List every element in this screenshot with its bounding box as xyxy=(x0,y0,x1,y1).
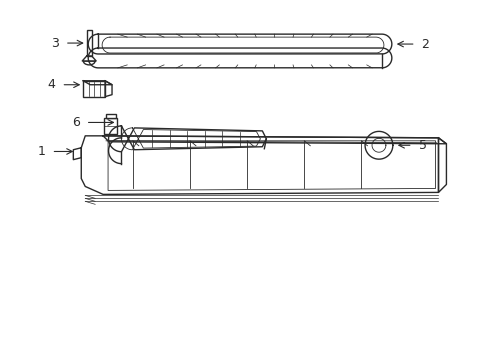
Text: 1: 1 xyxy=(38,145,45,158)
Bar xyxy=(103,118,117,134)
Bar xyxy=(105,113,115,118)
Bar xyxy=(86,30,92,56)
Text: 5: 5 xyxy=(418,139,426,152)
Text: 3: 3 xyxy=(51,37,59,50)
Text: 6: 6 xyxy=(72,116,80,129)
Bar xyxy=(83,81,105,96)
Text: 4: 4 xyxy=(47,78,55,91)
Text: 2: 2 xyxy=(421,37,428,50)
